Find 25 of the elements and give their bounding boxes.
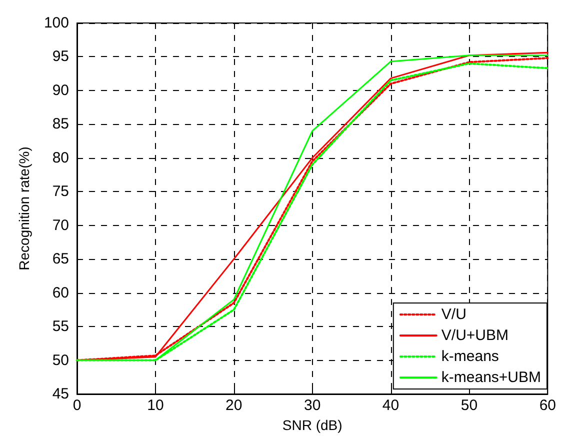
y-tick-label: 95 <box>52 48 69 66</box>
legend-label: k-means <box>441 348 499 365</box>
y-tick-label: 80 <box>52 149 69 166</box>
x-tick-label: 0 <box>72 397 82 414</box>
y-tick-label: 100 <box>44 14 69 32</box>
y-axis-title: Recognition rate(%) <box>16 146 32 270</box>
legend-label: V/U <box>441 306 466 323</box>
y-tick-label: 60 <box>52 284 69 302</box>
y-tick-label: 90 <box>52 82 69 99</box>
y-tick-label: 50 <box>52 352 69 369</box>
x-tick-label: 60 <box>539 397 556 414</box>
y-tick-label: 75 <box>52 183 69 200</box>
legend-label: k-means+UBM <box>441 369 541 386</box>
x-tick-label: 10 <box>147 397 164 414</box>
x-tick-label: 40 <box>382 397 400 414</box>
legend-label: V/U+UBM <box>441 327 508 344</box>
y-tick-label: 70 <box>52 216 69 234</box>
x-tick-label: 50 <box>460 397 478 414</box>
y-tick-label: 65 <box>52 250 69 268</box>
y-tick-label: 45 <box>52 386 69 402</box>
x-tick-label: 20 <box>226 397 242 414</box>
x-tick-label: 30 <box>304 397 321 414</box>
x-axis-title: SNR (dB) <box>282 416 342 433</box>
y-tick-label: 85 <box>52 116 69 133</box>
y-tick-label: 55 <box>52 318 69 336</box>
